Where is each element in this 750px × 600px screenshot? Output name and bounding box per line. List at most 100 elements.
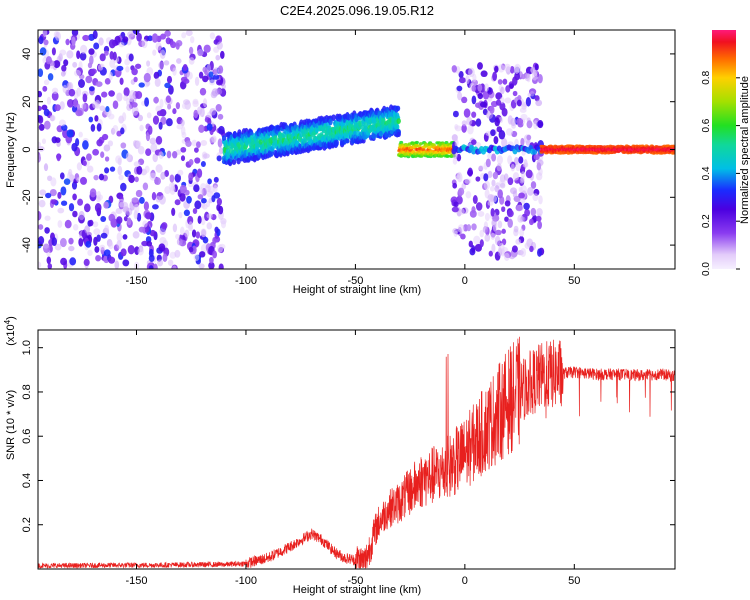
spectrogram-cell — [123, 216, 128, 222]
spectrogram-cell — [471, 111, 477, 118]
spectrogram-cell — [93, 42, 100, 50]
spectrogram-cell — [528, 218, 534, 226]
spectrogram-cell — [185, 30, 193, 37]
spectrogram-cell — [471, 223, 477, 231]
spectrogram-cell — [520, 113, 528, 121]
spectrogram-cell — [484, 212, 490, 222]
spectrogram-cell — [518, 192, 525, 199]
spectrogram-cell — [456, 85, 463, 92]
spectrogram-cell — [80, 44, 88, 54]
spectrogram-cell — [104, 77, 111, 85]
spectrogram-cell — [109, 51, 114, 60]
spectrogram-cell — [217, 244, 224, 253]
spectrogram-cell — [183, 209, 191, 217]
spectrogram-cell — [417, 144, 422, 148]
spectrogram-cell — [531, 72, 538, 81]
spectrogram-cell — [197, 106, 203, 115]
spectrogram-cell — [122, 112, 127, 122]
spectrogram-cell — [156, 110, 163, 117]
spectrogram-cell — [180, 155, 186, 162]
spectrogram-cell — [497, 64, 505, 73]
spectrogram-cell — [507, 218, 513, 229]
spectrogram-cell — [501, 228, 506, 234]
spectrogram-cell — [196, 141, 201, 148]
spectrogram-cell — [153, 96, 160, 104]
spectrogram-cell — [184, 229, 190, 238]
spectrogram-cell — [206, 63, 211, 74]
spectrogram-cell — [92, 148, 100, 156]
spectrogram-cell — [138, 82, 145, 88]
spectrogram-cell — [92, 30, 98, 40]
spectrogram-cell — [138, 226, 146, 233]
spectrogram-cell — [128, 174, 135, 184]
spectrogram-cell — [153, 71, 160, 80]
spectrogram-cell — [491, 179, 496, 187]
spectrogram-cell — [497, 220, 503, 229]
spectrogram-cell — [155, 135, 163, 145]
spectrogram-cell — [169, 174, 175, 183]
spectrogram-cell — [170, 41, 177, 49]
spectrogram-cell — [213, 192, 221, 199]
spectrogram-cell — [475, 176, 481, 182]
spectrogram-cell — [445, 154, 450, 158]
spectrogram-cell — [93, 228, 101, 235]
spectrogram-cell — [68, 88, 76, 97]
spectrogram-cell — [444, 141, 449, 145]
spectrogram-cell — [108, 39, 116, 49]
spectrogram-cell — [146, 240, 153, 247]
spectrogram-cell — [533, 120, 539, 130]
spectrogram-y-ticks: -40 -20 0 20 40 — [21, 48, 675, 253]
spectrogram-cell — [216, 197, 222, 206]
spectrogram-cell — [535, 99, 543, 107]
spectrogram-cell — [501, 206, 506, 213]
spectrogram-cell — [529, 245, 534, 253]
spectrogram-cell — [93, 236, 98, 246]
spectrogram-cell — [100, 151, 105, 159]
spectrogram-cell — [197, 49, 204, 57]
spectrogram-cell — [209, 79, 216, 86]
colorbar-tick-label: 0.4 — [701, 166, 712, 180]
spectrogram-cell — [71, 142, 78, 152]
spectrogram-cell — [142, 182, 149, 191]
spectrogram-cell — [125, 66, 130, 73]
spectrogram-cell — [468, 240, 474, 248]
spectrogram-cell — [199, 87, 207, 96]
spectrogram-cell — [86, 165, 94, 173]
spectrogram-cell — [176, 58, 182, 64]
spectrogram-cell — [193, 254, 200, 262]
spectrogram-cell — [59, 49, 67, 56]
spectrogram-cell — [499, 102, 506, 111]
spectrogram-cell — [188, 172, 194, 181]
spectrogram-cell — [524, 208, 531, 217]
spectrogram-cell — [215, 104, 222, 112]
spectrogram-cell — [77, 198, 84, 206]
spectrogram-cell — [465, 191, 472, 199]
spectrogram-cell — [194, 157, 201, 164]
spectrogram-cell — [76, 87, 82, 97]
spectrogram-cell — [515, 238, 522, 245]
snr-multiplier-exp: 4 — [3, 319, 12, 324]
spectrogram-cell — [183, 99, 190, 105]
spectrogram-cell — [199, 187, 204, 197]
spectrogram-cell — [475, 102, 481, 108]
spectrogram-cell — [220, 50, 225, 59]
spectrogram-cell — [49, 188, 57, 197]
spectrogram-cell — [103, 144, 111, 152]
y-tick-label: 0.6 — [21, 429, 33, 444]
spectrogram-cell — [495, 99, 502, 106]
spectrogram-cell — [66, 50, 74, 59]
snr-y-ticks: 0.2 0.4 0.6 0.8 1.0 — [21, 340, 675, 532]
spectrogram-cell — [109, 59, 116, 68]
spectrogram-cell — [489, 105, 495, 114]
snr-frame — [37, 329, 676, 570]
spectrogram-cell — [54, 243, 62, 251]
spectrogram-cell — [491, 243, 496, 253]
spectrogram-cell — [196, 168, 203, 179]
spectrogram-cell — [482, 226, 489, 233]
spectrogram-cell — [104, 156, 110, 162]
spectrogram-cell — [50, 177, 57, 187]
spectrogram-cell — [465, 75, 470, 85]
spectrogram-cell — [100, 232, 108, 239]
spectrogram-cell — [45, 192, 52, 199]
snr-y-label: SNR (10 * v/v) — [5, 390, 17, 460]
